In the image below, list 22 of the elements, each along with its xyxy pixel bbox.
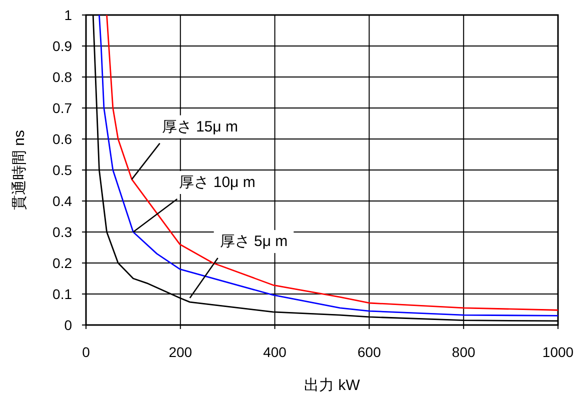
annotation: 厚さ 15μ m bbox=[162, 118, 238, 136]
x-tick-label: 1000 bbox=[542, 344, 574, 360]
y-tick-label: 0.4 bbox=[52, 193, 72, 209]
y-tick-label: 0.1 bbox=[52, 286, 72, 302]
x-tick-label: 0 bbox=[82, 344, 90, 360]
x-axis-title: 出力 kW bbox=[304, 377, 361, 393]
y-tick-label: 0.7 bbox=[52, 100, 72, 116]
x-tick-label: 800 bbox=[452, 344, 476, 360]
y-tick-label: 0.2 bbox=[52, 255, 72, 271]
y-axis-title: 貫通時間 ns bbox=[11, 130, 28, 210]
x-tick-label: 400 bbox=[263, 344, 287, 360]
y-tick-label: 0.8 bbox=[52, 69, 72, 85]
y-tick-label: 0.5 bbox=[52, 162, 72, 178]
y-tick-label: 1 bbox=[64, 7, 72, 23]
y-tick-label: 0 bbox=[64, 317, 72, 333]
x-tick-label: 200 bbox=[168, 344, 192, 360]
y-tick-label: 0.6 bbox=[52, 131, 72, 147]
y-tick-label: 0.9 bbox=[52, 38, 72, 54]
annotation: 厚さ 10μ m bbox=[179, 174, 256, 191]
y-tick-label: 0.3 bbox=[52, 224, 72, 240]
x-tick-label: 600 bbox=[358, 344, 382, 360]
annotation: 厚さ 5μ m bbox=[220, 233, 288, 250]
